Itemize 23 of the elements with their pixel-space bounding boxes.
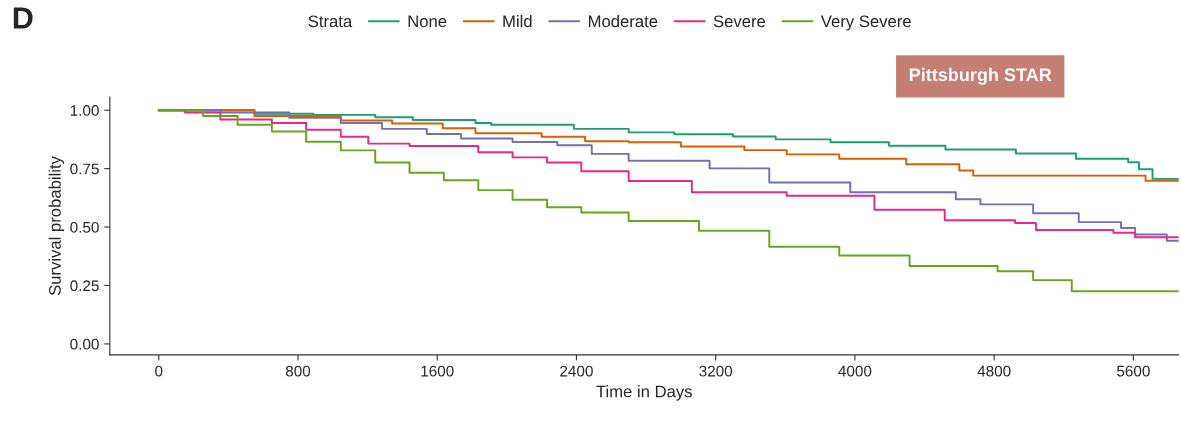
x-tick-label: 0 xyxy=(155,365,163,377)
legend-label: None xyxy=(408,15,447,28)
y-axis-title: Survival probability xyxy=(48,156,65,296)
legend-title: Strata xyxy=(308,15,353,28)
x-tick-label: 2400 xyxy=(560,365,593,377)
text: Pittsburgh STAR xyxy=(909,67,1052,85)
x-axis-title: Time in Days xyxy=(596,385,692,401)
x-tick-label: 1600 xyxy=(421,365,454,377)
x-tick-label: 3200 xyxy=(699,365,733,377)
x-tick-label: 800 xyxy=(285,365,311,377)
legend-label: Severe xyxy=(713,15,766,28)
legend-label: Mild xyxy=(503,15,532,28)
y-tick-label: 0.75 xyxy=(70,163,99,175)
x-tick-label: 4800 xyxy=(977,365,1011,377)
y-tick-label: 1.00 xyxy=(70,105,99,116)
y-tick-label: 0.00 xyxy=(70,338,99,350)
x-tick-label: 4000 xyxy=(838,365,872,377)
text: D xyxy=(13,7,33,29)
legend-label: Very Severe xyxy=(820,15,911,31)
x-tick-label: 5600 xyxy=(1117,365,1150,377)
legend-label: Moderate xyxy=(588,15,658,28)
y-tick-label: 0.25 xyxy=(70,280,99,292)
y-tick-label: 0.50 xyxy=(70,221,99,233)
